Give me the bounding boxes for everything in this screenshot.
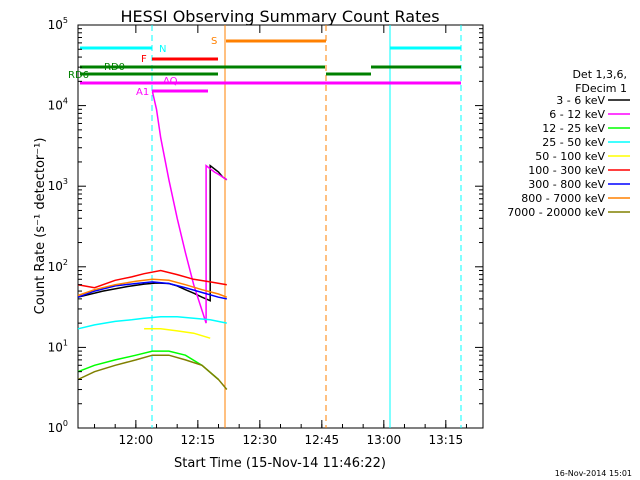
x-axis: 12:00 12:15 12:30 12:45 13:00 13:15 bbox=[94, 25, 467, 447]
status-label-f: F bbox=[141, 54, 147, 65]
legend-label: 800 - 7000 keV bbox=[521, 192, 605, 205]
chart-title: HESSI Observing Summary Count Rates bbox=[120, 7, 439, 26]
legend-header: Det 1,3,6, bbox=[572, 68, 627, 81]
x-tick-label: 12:15 bbox=[181, 433, 216, 447]
series-line-0 bbox=[77, 164, 228, 302]
legend-label: 300 - 800 keV bbox=[528, 178, 605, 191]
footer-date-stamp: 16-Nov-2014 15:01 bbox=[555, 469, 632, 478]
legend-label: 100 - 300 keV bbox=[528, 164, 605, 177]
x-tick-label: 12:30 bbox=[243, 433, 278, 447]
legend-label: 50 - 100 keV bbox=[535, 150, 605, 163]
status-label-rd0: RD0 bbox=[104, 62, 125, 73]
x-axis-label: Start Time (15-Nov-14 11:46:22) bbox=[174, 456, 386, 471]
x-tick-label: 13:00 bbox=[367, 433, 402, 447]
x-tick-label: 13:15 bbox=[429, 433, 464, 447]
x-tick-label: 12:45 bbox=[305, 433, 340, 447]
y-axis-label: Count Rate (s⁻¹ detector⁻¹) bbox=[33, 138, 48, 315]
attenuator-markers bbox=[151, 25, 462, 428]
series-line-2 bbox=[77, 350, 219, 381]
legend-label: 7000 - 20000 keV bbox=[507, 206, 605, 219]
legend-label: 3 - 6 keV bbox=[556, 94, 605, 107]
x-tick-label: 12:00 bbox=[119, 433, 154, 447]
series-line-6 bbox=[77, 281, 227, 300]
series-line-1 bbox=[151, 91, 228, 324]
series-line-4 bbox=[144, 328, 211, 339]
legend-header: FDecim 1 bbox=[575, 82, 627, 95]
series-line-3 bbox=[77, 316, 227, 330]
status-label-s: S bbox=[211, 36, 217, 47]
legend-label: 25 - 50 keV bbox=[542, 136, 605, 149]
legend-label: 6 - 12 keV bbox=[549, 108, 605, 121]
status-label-rd6: RD6 bbox=[68, 70, 89, 81]
status-bars: N S F RD0 RD6 AQ A1 bbox=[68, 36, 461, 98]
status-label-a1: A1 bbox=[136, 87, 149, 98]
series-line-5 bbox=[77, 269, 227, 289]
legend-label: 12 - 25 keV bbox=[542, 122, 605, 135]
series-layer bbox=[77, 91, 228, 390]
status-label-n: N bbox=[159, 44, 166, 55]
series-line-7 bbox=[77, 278, 228, 298]
status-label-aq: AQ bbox=[163, 76, 178, 87]
series-line-8 bbox=[77, 354, 228, 390]
